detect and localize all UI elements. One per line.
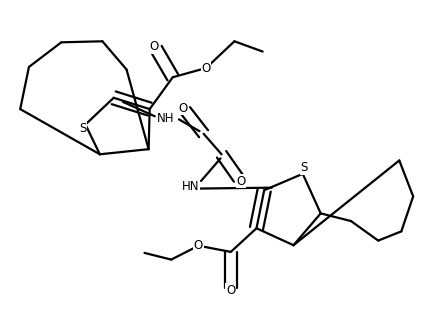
Text: O: O bbox=[201, 62, 211, 75]
Text: S: S bbox=[300, 161, 308, 174]
Text: HN: HN bbox=[182, 179, 199, 193]
Text: O: O bbox=[237, 175, 246, 188]
Text: O: O bbox=[194, 239, 203, 252]
Text: S: S bbox=[79, 122, 87, 135]
Text: O: O bbox=[149, 40, 159, 53]
Text: NH: NH bbox=[157, 112, 175, 125]
Text: O: O bbox=[226, 284, 236, 297]
Text: O: O bbox=[178, 101, 187, 115]
